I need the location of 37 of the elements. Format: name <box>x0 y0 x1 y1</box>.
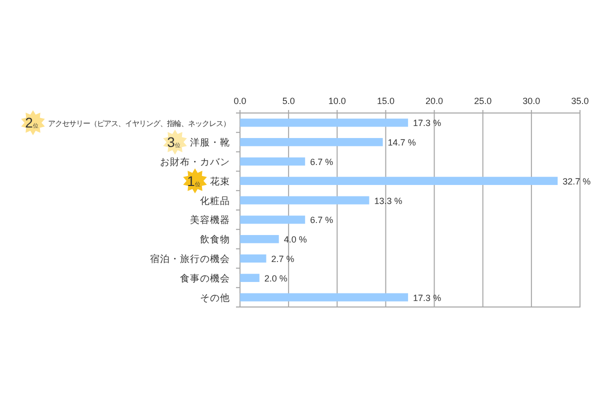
y-tick-label: 宿泊・旅行の機会 <box>150 253 230 265</box>
bar <box>240 274 260 282</box>
bar <box>240 254 266 263</box>
bar <box>240 293 408 302</box>
bar <box>240 138 383 146</box>
y-tick-label: 化粧品 <box>200 194 230 207</box>
data-label: 13.3 % <box>374 196 402 206</box>
x-tick-label: 35.0 <box>571 96 589 106</box>
bar <box>240 196 370 204</box>
data-label: 2.0 % <box>264 273 288 284</box>
data-label: 6.7 % <box>310 157 334 167</box>
bar <box>240 118 408 127</box>
y-tick-label: 美容機器 <box>190 214 230 226</box>
data-label: 17.3 % <box>413 118 442 128</box>
data-label: 32.7 % <box>562 176 591 186</box>
bar <box>240 235 279 244</box>
x-tick-label: 15.0 <box>376 96 394 106</box>
y-tick-label: 食事の機会 <box>180 272 230 284</box>
data-label: 2.7 % <box>271 254 294 264</box>
data-label: 4.0 % <box>284 234 307 245</box>
x-tick-label: 0.0 <box>234 96 246 106</box>
y-tick-label: 洋服・靴 <box>190 136 230 149</box>
x-tick-label: 25.0 <box>474 96 492 106</box>
y-tick-label: 花束 <box>210 175 230 188</box>
x-tick-label: 5.0 <box>282 96 295 106</box>
y-tick-label: その他 <box>200 292 230 304</box>
x-tick-label: 10.0 <box>328 96 346 106</box>
data-label: 6.7 % <box>310 215 334 226</box>
y-tick-label: お財布・カバン <box>160 156 230 168</box>
x-tick-label: 30.0 <box>522 96 540 106</box>
bar <box>240 216 306 224</box>
bar <box>240 157 306 166</box>
bar <box>240 176 558 185</box>
data-label: 17.3 % <box>413 292 442 303</box>
data-label: 14.7 % <box>388 138 416 148</box>
y-tick-label: 飲食物 <box>200 234 230 246</box>
x-tick-label: 20.0 <box>426 96 444 106</box>
